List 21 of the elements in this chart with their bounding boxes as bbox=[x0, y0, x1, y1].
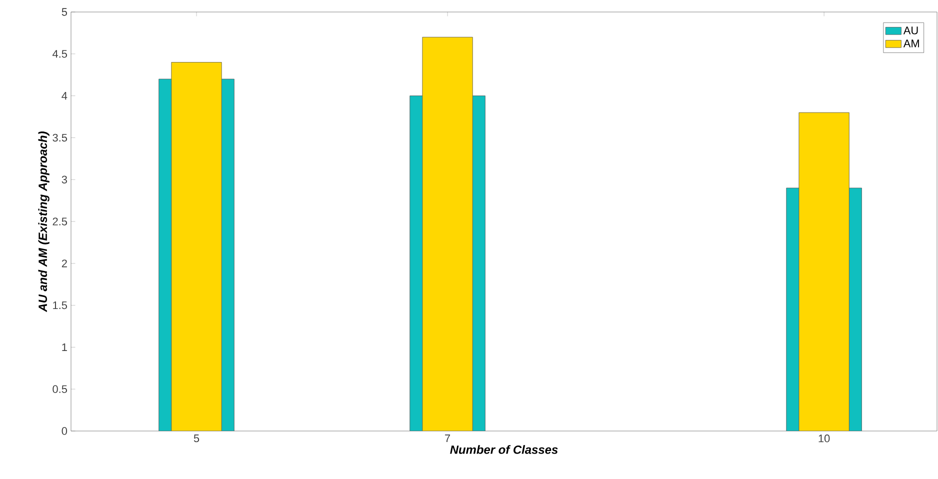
bar bbox=[171, 62, 222, 431]
y-tick-label: 0 bbox=[62, 427, 68, 435]
y-tick-label: 1.5 bbox=[53, 301, 68, 310]
y-axis-title: AU and AM (Existing Approach) bbox=[38, 132, 50, 312]
y-tick-label: 1 bbox=[62, 343, 67, 351]
legend-label: AM bbox=[903, 40, 919, 48]
y-tick-label: 5 bbox=[62, 8, 68, 16]
bar bbox=[798, 112, 850, 431]
y-tick-label: 3 bbox=[62, 176, 67, 184]
y-tick-label: 4.5 bbox=[52, 50, 68, 58]
bar bbox=[422, 36, 473, 431]
x-tick-label: 7 bbox=[445, 434, 450, 442]
y-tick-label: 4 bbox=[62, 92, 68, 100]
y-tick-label: 2.5 bbox=[52, 218, 68, 226]
legend-label: AU bbox=[903, 26, 918, 34]
y-tick-label: 0.5 bbox=[52, 385, 68, 393]
y-tick-label: 2 bbox=[62, 260, 67, 268]
x-tick-label: 5 bbox=[194, 434, 200, 442]
x-axis-title: Number of Classes bbox=[450, 445, 558, 454]
x-tick-label: 10 bbox=[818, 434, 830, 442]
y-tick-label: 3.5 bbox=[52, 134, 68, 142]
